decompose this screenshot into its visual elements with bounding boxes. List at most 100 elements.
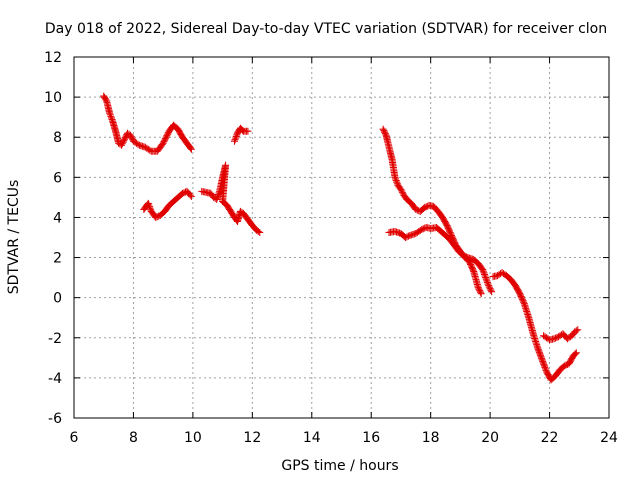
data-point [120,137,128,145]
data-point [550,335,558,343]
data-point [108,116,116,124]
data-point [482,274,490,282]
data-point [574,326,582,334]
data-point [379,125,387,133]
data-point [479,266,487,274]
data-point [380,127,388,135]
x-tick-label: 10 [184,430,202,446]
data-point [520,298,528,306]
data-point [187,145,195,153]
y-tick-label: 4 [53,210,62,226]
data-point [487,286,495,294]
series-arc-4-upper [379,125,485,298]
data-point [107,112,115,120]
data-point [485,282,493,290]
y-tick-label: 0 [53,291,62,307]
x-tick-label: 16 [362,430,380,446]
data-point [231,136,239,144]
data-point [163,132,171,140]
grid-lines [74,57,609,418]
data-point [412,205,420,213]
chart-title: Day 018 of 2022, Sidereal Day-to-day VTE… [45,21,607,37]
data-point [232,134,240,142]
x-tick-label: 22 [541,430,559,446]
data-point [540,362,548,370]
data-point [538,354,546,362]
data-point [462,253,470,261]
data-point [232,132,240,140]
series-arc-1-upper [100,92,195,155]
data-point [482,275,490,283]
data-point [416,226,424,234]
data-point [537,353,545,361]
data-point [469,266,477,274]
y-tick-label: -6 [48,411,62,427]
data-point [119,138,127,146]
data-point [231,137,238,145]
data-point [534,345,542,353]
data-point [419,225,427,233]
data-point [539,357,547,365]
y-axis-ticks: -6 -4 -2 0 2 4 6 8 10 12 [44,50,609,427]
y-tick-label: 8 [53,130,62,146]
y-tick-label: -2 [48,331,62,347]
data-point [145,201,153,209]
data-point [488,288,496,296]
data-point [164,130,172,138]
series-arc-2 [198,161,264,236]
data-point [479,267,487,275]
data-point [106,111,114,119]
data-point [393,178,401,186]
y-tick-label: -4 [48,371,62,387]
data-point [486,285,494,293]
data-point [244,127,252,135]
data-point [392,177,400,185]
data-point [187,144,195,152]
data-point [572,349,580,357]
data-point [476,288,484,296]
data-point [480,269,488,277]
data-point [539,359,547,367]
data-point [162,133,170,141]
data-point [571,350,579,358]
data-point [153,213,161,221]
data-point [421,203,429,211]
data-point [553,333,561,341]
data-point [186,191,194,199]
plot-frame [73,56,610,419]
data-point [483,277,491,285]
data-point [187,192,195,200]
data-point [146,204,154,212]
data-point [480,270,488,278]
data-point [540,360,548,368]
data-point [106,109,114,117]
data-point [161,135,169,143]
data-point [381,130,389,138]
data-point [459,252,467,260]
data-point [126,131,134,139]
data-point [144,199,152,207]
data-point [477,290,485,298]
data-point [393,180,401,188]
x-tick-label: 18 [422,430,440,446]
data-point [398,187,406,195]
data-point [381,128,389,136]
x-axis-label: GPS time / hours [281,458,398,474]
x-tick-label: 8 [129,430,138,446]
data-series [100,92,582,384]
data-point [475,285,483,293]
y-tick-label: 10 [44,90,62,106]
x-tick-label: 14 [303,430,321,446]
data-point [552,334,559,342]
data-point [391,173,399,181]
data-point [392,175,400,183]
data-point [404,232,412,240]
data-point [483,278,491,286]
x-axis-ticks: 6 8 10 12 14 16 18 20 22 24 [70,57,618,446]
data-point [121,134,129,142]
series-arc-6 [540,326,582,344]
series-arc-1-lower [140,187,195,221]
data-point [481,272,489,280]
data-point [107,114,115,122]
